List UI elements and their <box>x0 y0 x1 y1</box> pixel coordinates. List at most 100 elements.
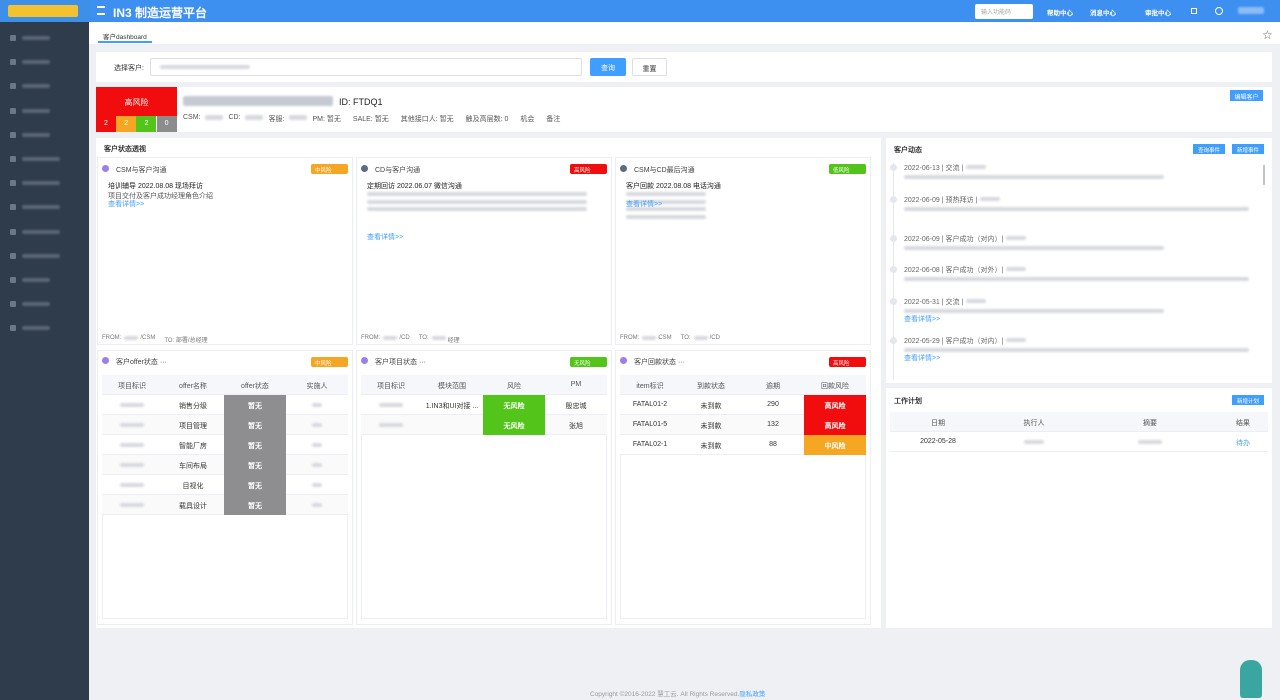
risk-badge[interactable]: 低风险 <box>829 164 866 174</box>
blurred-text <box>312 483 322 487</box>
risk-badge[interactable]: 无风险 <box>570 357 607 367</box>
risk-badge[interactable]: 高风险 <box>829 357 866 367</box>
table-cell: 张旭 <box>569 423 583 430</box>
blurred-text <box>904 309 1164 313</box>
card-icon <box>102 165 109 172</box>
table-header-cell: 项目标识 <box>118 383 146 390</box>
risk-badge[interactable]: 中风险 <box>311 357 348 367</box>
risk-count: 2 <box>136 116 157 132</box>
icon-fullscreen[interactable] <box>1191 8 1197 14</box>
reset-button[interactable]: 重置 <box>632 58 667 76</box>
table-cell: 暂无 <box>224 415 286 435</box>
table-header-cell: 回款风险 <box>821 383 849 390</box>
blurred-text <box>22 84 50 89</box>
star-icon: ☆ <box>1262 28 1273 42</box>
blurred-text <box>22 326 50 331</box>
blurred-text <box>22 60 50 65</box>
table-header <box>102 375 348 395</box>
card-title[interactable]: 客户回款状态 ··· <box>634 359 685 366</box>
card-title: CD与客户沟通 <box>375 167 421 174</box>
table-cell: 132 <box>767 421 779 428</box>
risk-badge[interactable]: 高风险 <box>570 164 607 174</box>
table-cell: FATAL02-1 <box>632 441 668 448</box>
card-link[interactable]: 查看详情>> <box>367 234 404 241</box>
menu-icon <box>10 131 16 138</box>
blurred-text <box>312 403 322 407</box>
footer: Copyright ©2016-2022 慧工云. All Rights Res… <box>590 691 740 698</box>
blurred-text <box>22 181 60 186</box>
blurred-text <box>160 65 250 69</box>
card-icon <box>620 357 627 364</box>
blurred-text <box>1238 7 1264 14</box>
card-footer: 经理 <box>447 338 460 344</box>
customer-select[interactable] <box>150 58 582 76</box>
table-cell <box>421 415 483 435</box>
menu-icon <box>10 83 16 90</box>
customer-field: SALE: 暂无 <box>352 116 389 123</box>
query-button[interactable]: 查询 <box>590 58 626 76</box>
card-title[interactable]: 客户offer状态 ··· <box>116 359 167 366</box>
table-header <box>620 375 866 395</box>
table-cell[interactable]: 待办 <box>1236 440 1250 447</box>
risk-badge[interactable]: 中风险 <box>311 164 348 174</box>
work-plan-button[interactable]: 新增计划 <box>1232 395 1264 405</box>
risk-count: 2 <box>116 116 137 132</box>
dynamics-button[interactable]: 新增事件 <box>1232 144 1264 154</box>
card-footer: FROM: <box>361 335 381 341</box>
menu-toggle[interactable] <box>97 6 105 15</box>
risk-box[interactable]: 高风险 <box>96 87 177 116</box>
timeline-link[interactable]: 查看详情>> <box>904 316 941 323</box>
card-footer: FROM: <box>102 335 122 341</box>
function-search[interactable]: 输入功能码 <box>975 4 1033 19</box>
card-headline: 培训辅导 2022.08.08 现场拜访 <box>108 183 203 190</box>
table-cell: 暂无 <box>224 395 286 415</box>
menu-icon <box>10 252 16 259</box>
blurred-text <box>383 336 398 340</box>
timeline-dot <box>890 266 897 273</box>
card-link[interactable]: 查看详情>> <box>108 201 145 208</box>
blurred-text <box>1006 267 1027 271</box>
customer-field: 备注 <box>546 116 561 123</box>
table-header-cell: 实施人 <box>306 383 328 390</box>
table-cell: 暂无 <box>224 495 286 515</box>
card-footer: /CD <box>709 335 720 341</box>
table-header-cell: PM <box>570 381 582 388</box>
customer-field: PM: 暂无 <box>312 116 341 123</box>
blurred-text <box>904 246 1164 250</box>
blurred-text <box>626 192 706 196</box>
topbar-link[interactable]: 消息中心 <box>1090 10 1116 17</box>
table-cell: 未到款 <box>700 423 722 430</box>
timeline-dot <box>890 196 897 203</box>
card <box>97 350 353 625</box>
customer-field: 机会 <box>520 116 535 123</box>
risk-count: 0 <box>156 116 177 132</box>
topbar-link[interactable]: 审批中心 <box>1145 10 1171 17</box>
assistant-avatar[interactable] <box>1240 660 1262 698</box>
blurred-text <box>22 108 50 113</box>
timeline-head: 2022-06-09 | 客户成功（对内）| <box>904 236 1004 243</box>
blurred-text <box>966 299 987 303</box>
blurred-text <box>312 463 322 467</box>
blurred-text <box>22 302 50 307</box>
table-cell: FATAL01-2 <box>632 401 668 408</box>
tab[interactable]: 客户dashboard <box>98 27 152 43</box>
timeline-link[interactable]: 查看详情>> <box>904 355 941 362</box>
blurred-text <box>642 336 657 340</box>
menu-icon <box>10 325 16 332</box>
card-icon <box>361 165 368 172</box>
topbar-link[interactable]: 帮助中心 <box>1047 10 1073 17</box>
blurred-text <box>1024 440 1044 444</box>
icon-refresh[interactable] <box>1215 7 1223 15</box>
table-cell: 无风险 <box>483 395 545 415</box>
card-link[interactable]: 查看详情>> <box>626 201 663 208</box>
table-header-cell: 模块范围 <box>438 383 466 390</box>
scrollbar <box>1263 165 1265 185</box>
dynamics-button[interactable]: 查询事件 <box>1193 144 1225 154</box>
table-cell: 高风险 <box>804 415 866 435</box>
search-label: 选择客户: <box>114 65 144 72</box>
privacy-link[interactable]: 隐私政策 <box>739 691 766 698</box>
timeline-dot <box>890 235 897 242</box>
card-title[interactable]: 客户项目状态 ··· <box>375 359 426 366</box>
edit-customer-button[interactable]: 编辑客户 <box>1230 90 1263 101</box>
blurred-text <box>1138 440 1162 444</box>
